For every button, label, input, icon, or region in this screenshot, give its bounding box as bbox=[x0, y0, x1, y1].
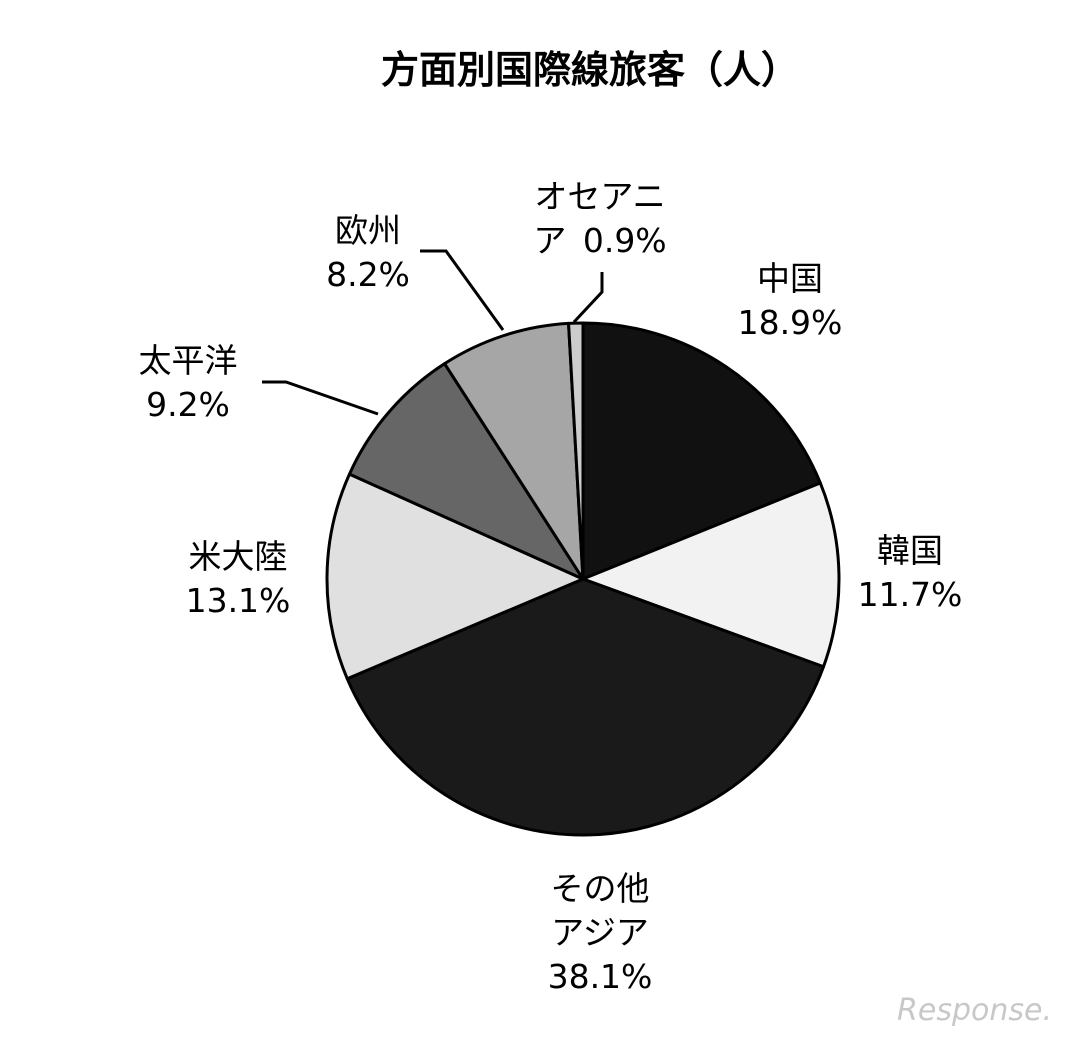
slice-label-line: 韓国 bbox=[877, 531, 943, 570]
slice-value-label: 9.2% bbox=[146, 385, 230, 424]
slice-label-line: その他 bbox=[551, 869, 650, 908]
slice-labels: 中国 18.9% 韓国 11.7% その他アジア 38.1% 米大陸 13.1% 太平洋 9.2%… bbox=[139, 177, 963, 996]
slice-label-line: 中国 bbox=[757, 259, 823, 298]
leader-lines bbox=[262, 249, 604, 416]
slice-label-line: 米大陸 bbox=[189, 537, 288, 576]
slice-label-line: 太平洋 bbox=[139, 341, 238, 380]
slice-label-6: オセアニア 0.9% bbox=[533, 177, 666, 260]
slice-value-label: 18.9% bbox=[738, 303, 843, 342]
slice-value-label: 8.2% bbox=[326, 255, 410, 294]
leader-line-6 bbox=[572, 272, 604, 324]
slice-value-label: 13.1% bbox=[186, 581, 291, 620]
pie-slice-5 bbox=[443, 321, 585, 581]
slice-label-1: 韓国 11.7% bbox=[858, 531, 963, 614]
pie-slice-2 bbox=[345, 577, 825, 837]
slice-label-5: 欧州 8.2% bbox=[326, 211, 410, 294]
slice-label-3: 米大陸 13.1% bbox=[186, 537, 291, 620]
slice-label-line: アジア bbox=[551, 913, 649, 952]
slice-label-4: 太平洋 9.2% bbox=[139, 341, 238, 424]
leader-line-5 bbox=[420, 249, 505, 331]
slice-label-2: その他アジア 38.1% bbox=[548, 869, 653, 996]
pie-slice-3 bbox=[325, 472, 585, 681]
watermark-logo: Response. bbox=[897, 993, 1052, 1028]
pie-slice-0 bbox=[581, 321, 822, 581]
slice-value-label: 11.7% bbox=[858, 575, 963, 614]
slice-label-line: オセアニ bbox=[534, 177, 665, 216]
leader-line-4 bbox=[262, 380, 379, 416]
pie-slices bbox=[325, 321, 841, 837]
pie-slice-1 bbox=[581, 481, 841, 669]
slice-label-line: ア 0.9% bbox=[533, 221, 666, 260]
slice-label-0: 中国 18.9% bbox=[738, 259, 843, 342]
pie-slice-4 bbox=[347, 362, 585, 581]
pie-slice-6 bbox=[567, 321, 585, 581]
slice-value-label: 38.1% bbox=[548, 957, 653, 996]
chart-title: 方面別国際線旅客（人） bbox=[381, 48, 799, 92]
slice-label-line: 欧州 bbox=[335, 211, 401, 250]
